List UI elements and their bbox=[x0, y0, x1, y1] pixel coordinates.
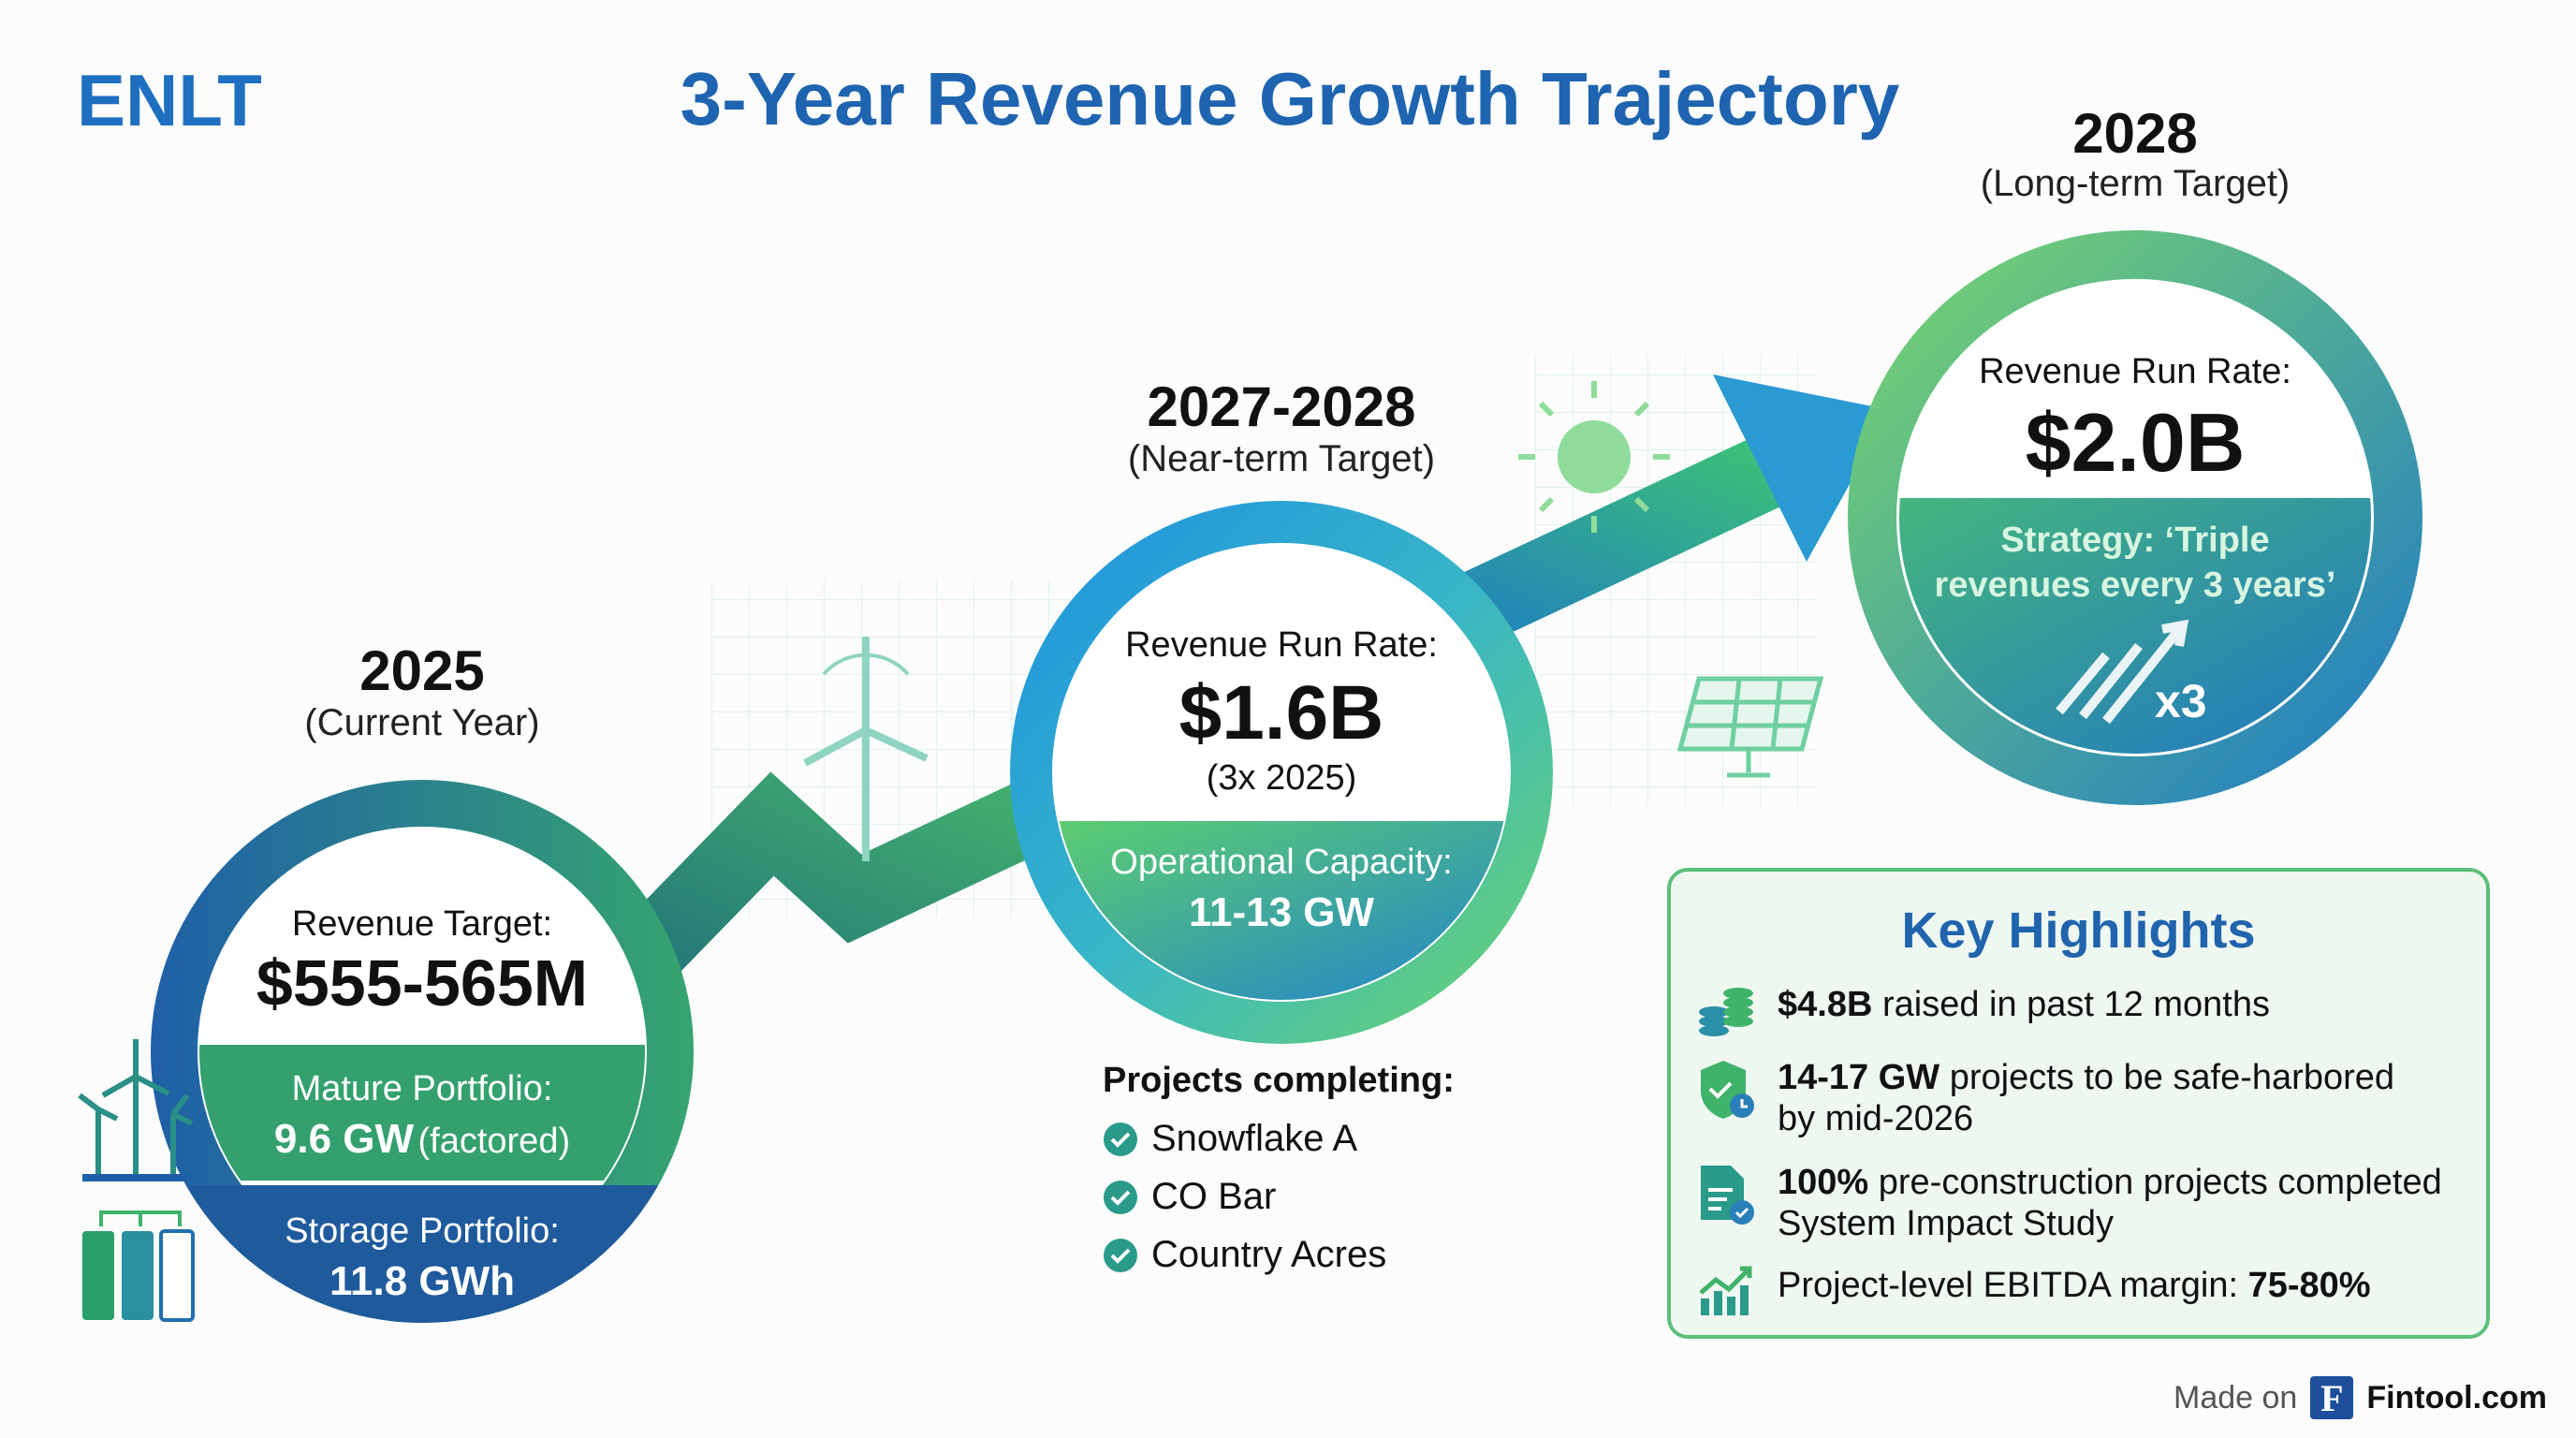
key-highlights-panel: Key Highlights $4.8B raised in past 12 m… bbox=[1667, 868, 2490, 1339]
solar-panel-icon bbox=[1676, 676, 1824, 778]
project-item: CO Bar bbox=[1103, 1176, 1276, 1218]
battery-storage-icon bbox=[82, 1211, 195, 1322]
band-value: 11.8 GWh bbox=[329, 1258, 516, 1304]
chart-up-icon bbox=[1699, 1266, 1752, 1315]
highlight-bold: $4.8B bbox=[1778, 985, 1873, 1024]
band-label: Operational Capacity: bbox=[1110, 843, 1453, 882]
wind-farm-icon bbox=[78, 1039, 194, 1181]
fintool-logo: F bbox=[2310, 1376, 2354, 1419]
highlight-bold: 75-80% bbox=[2247, 1266, 2371, 1305]
band-value: 9.6 GW (factored) bbox=[274, 1116, 570, 1163]
check-circle-icon bbox=[1104, 1180, 1137, 1214]
sun-icon bbox=[1518, 381, 1670, 533]
project-item: Snowflake A bbox=[1103, 1118, 1357, 1160]
highlight-bold: 14-17 GW bbox=[1778, 1058, 1940, 1097]
fintool-brand: Fintool.com bbox=[2366, 1379, 2547, 1416]
key-highlights-title: Key Highlights bbox=[1901, 902, 2256, 959]
coins-icon bbox=[1699, 988, 1753, 1036]
growth-arrows-icon bbox=[2056, 619, 2189, 725]
highlight-item: 100% pre-construction projects completed… bbox=[1697, 1162, 2442, 1244]
check-circle-icon bbox=[1104, 1122, 1137, 1156]
band-label: Mature Portfolio: bbox=[291, 1069, 553, 1108]
wind-turbine-icon bbox=[803, 637, 929, 861]
mature-portfolio-note: (factored) bbox=[417, 1122, 571, 1161]
stage-subtitle: (Current Year) bbox=[304, 702, 540, 743]
made-on-label: Made on bbox=[2174, 1379, 2298, 1416]
metric-note: (3x 2025) bbox=[1206, 758, 1357, 798]
page-title: 3-Year Revenue Growth Trajectory bbox=[680, 57, 1900, 140]
highlight-item: 14-17 GW projects to be safe-harbored by … bbox=[1697, 1057, 2394, 1139]
stage-2028-circle bbox=[1848, 230, 2422, 805]
stage-year: 2027-2028 bbox=[1147, 375, 1416, 438]
highlight-text: System Impact Study bbox=[1778, 1204, 2115, 1243]
project-name: CO Bar bbox=[1151, 1176, 1277, 1217]
highlight-text: by mid-2026 bbox=[1778, 1099, 1974, 1138]
highlight-item: $4.8B raised in past 12 months bbox=[1697, 984, 2270, 1040]
highlight-text: raised in past 12 months bbox=[1872, 985, 2270, 1024]
mature-portfolio-value: 9.6 GW bbox=[273, 1116, 415, 1162]
metric-label: Revenue Run Rate: bbox=[1125, 625, 1438, 665]
stage-subtitle: (Near-term Target) bbox=[1127, 438, 1436, 479]
document-check-icon bbox=[1701, 1166, 1754, 1225]
stage-2027-circle bbox=[1010, 501, 1553, 1044]
metric-label: Revenue Target: bbox=[291, 904, 553, 944]
project-name: Country Acres bbox=[1151, 1234, 1387, 1275]
band-value: 11-13 GW bbox=[1188, 889, 1375, 935]
highlight-item: Project-level EBITDA margin: 75-80% bbox=[1697, 1265, 2371, 1317]
shield-clock-icon bbox=[1701, 1061, 1754, 1119]
stage-year: 2025 bbox=[359, 639, 485, 702]
project-name: Snowflake A bbox=[1151, 1118, 1358, 1159]
growth-arrow-head bbox=[1713, 374, 1891, 562]
metric-value: $2.0B bbox=[2025, 396, 2246, 489]
highlight-text: pre-construction projects completed bbox=[1868, 1163, 2442, 1202]
made-on-fintool-link[interactable]: Made on F Fintool.com bbox=[2174, 1376, 2547, 1419]
metric-value: $555-565M bbox=[256, 946, 589, 1020]
stage-subtitle: (Long-term Target) bbox=[1980, 163, 2291, 204]
highlight-text: projects to be safe-harbored bbox=[1939, 1058, 2395, 1097]
check-circle-icon bbox=[1104, 1238, 1137, 1272]
strategy-line-1: Strategy: ‘Triple bbox=[2000, 521, 2270, 560]
strategy-line-2: revenues every 3 years’ bbox=[1934, 565, 2336, 605]
highlight-text: Project-level EBITDA margin: bbox=[1778, 1266, 2248, 1305]
band-label: Storage Portfolio: bbox=[285, 1211, 560, 1251]
stage-year: 2028 bbox=[2072, 102, 2198, 165]
metric-value: $1.6B bbox=[1178, 670, 1384, 756]
project-item: Country Acres bbox=[1103, 1234, 1386, 1276]
metric-label: Revenue Run Rate: bbox=[1979, 352, 2291, 391]
highlight-bold: 100% bbox=[1778, 1163, 1869, 1202]
stage-2025-circle bbox=[151, 780, 694, 1323]
multiplier-label: x3 bbox=[2155, 675, 2207, 727]
projects-title: Projects completing: bbox=[1103, 1061, 1455, 1100]
brand-logo: ENLT bbox=[77, 59, 262, 141]
